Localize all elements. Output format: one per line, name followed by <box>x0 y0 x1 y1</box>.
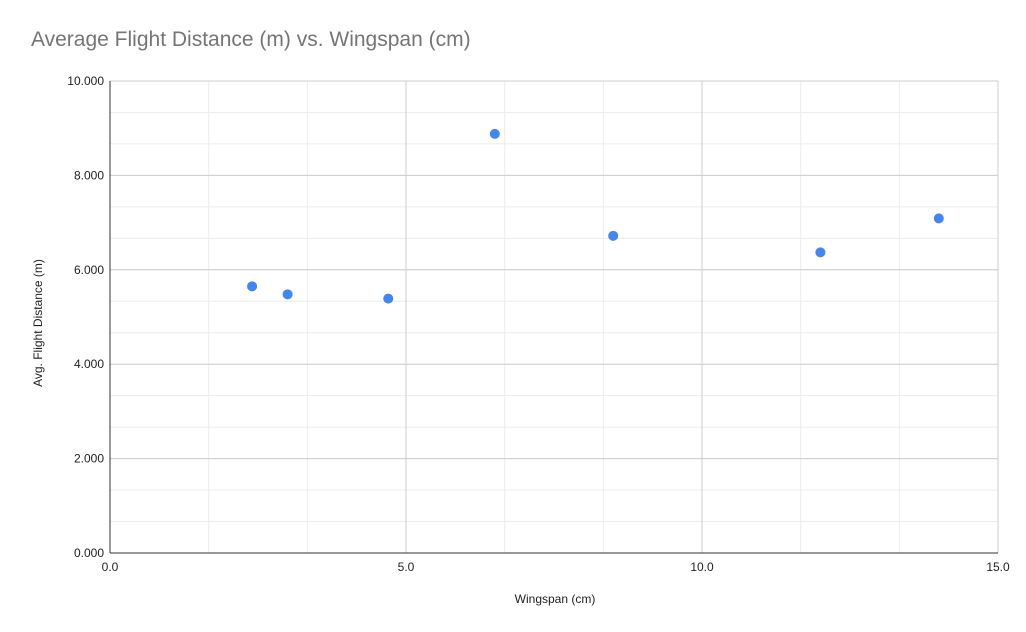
x-tick-label: 15.0 <box>986 560 1010 574</box>
data-point <box>489 128 500 139</box>
major-grid <box>109 80 999 554</box>
y-tick-label: 8.000 <box>74 168 104 182</box>
y-tick-labels: 0.000 2.000 4.000 6.000 8.000 10.000 <box>67 74 104 560</box>
x-tick-label: 10.0 <box>690 560 714 574</box>
x-tick-label: 5.0 <box>398 560 415 574</box>
data-points <box>247 128 944 304</box>
data-point <box>933 213 944 224</box>
data-point <box>608 230 619 241</box>
x-tick-labels: 0.0 5.0 10.0 15.0 <box>102 560 1010 574</box>
y-tick-label: 2.000 <box>74 452 104 466</box>
axes <box>109 81 998 554</box>
data-point <box>247 281 258 292</box>
data-point <box>815 247 826 258</box>
chart-title: Average Flight Distance (m) vs. Wingspan… <box>31 28 471 51</box>
minor-grid <box>109 80 999 554</box>
data-point <box>282 289 293 300</box>
x-tick-label: 0.0 <box>102 560 119 574</box>
y-tick-label: 6.000 <box>74 263 104 277</box>
y-tick-label: 4.000 <box>74 357 104 371</box>
x-axis-title: Wingspan (cm) <box>515 592 596 606</box>
y-tick-label: 10.000 <box>67 74 104 88</box>
y-tick-label: 0.000 <box>74 546 104 560</box>
data-point <box>383 293 394 304</box>
y-axis-title: Avg. Flight Distance (m) <box>31 259 45 387</box>
